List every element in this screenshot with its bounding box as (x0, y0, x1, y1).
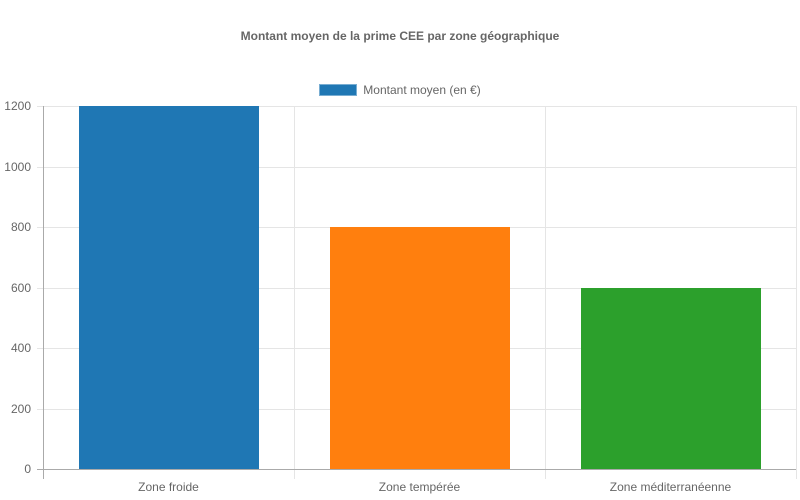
chart-title: Montant moyen de la prime CEE par zone g… (240, 29, 560, 43)
bar-zone-mediterraneenne[interactable] (581, 287, 761, 469)
y-tick: 400 (10, 341, 31, 355)
gridline (37, 166, 796, 168)
y-axis (43, 106, 44, 479)
y-tick: 800 (10, 220, 31, 234)
legend-label[interactable]: Montant moyen (en €) (363, 83, 481, 97)
legend-swatch[interactable] (319, 84, 358, 96)
vgrid (796, 106, 797, 479)
y-tick: 600 (10, 280, 31, 295)
gridline (37, 106, 796, 107)
bar-zone-froide[interactable] (79, 106, 259, 469)
legend: Montant moyen (en €) (0, 83, 800, 97)
vgrid (294, 106, 295, 479)
y-tick: 200 (10, 401, 31, 416)
plot-area: 0 200 400 600 800 1000 1200 Zone froide … (4, 99, 797, 494)
bar-zone-temperee[interactable] (330, 227, 510, 469)
x-label: Zone tempérée (378, 480, 461, 494)
y-tick: 1000 (4, 159, 31, 174)
x-label: Zone froide (138, 480, 199, 494)
y-tick: 1200 (4, 99, 31, 113)
vgrid (545, 106, 546, 479)
x-label: Zone méditerranéenne (609, 480, 732, 494)
y-tick: 0 (24, 462, 31, 476)
x-axis (37, 469, 796, 470)
